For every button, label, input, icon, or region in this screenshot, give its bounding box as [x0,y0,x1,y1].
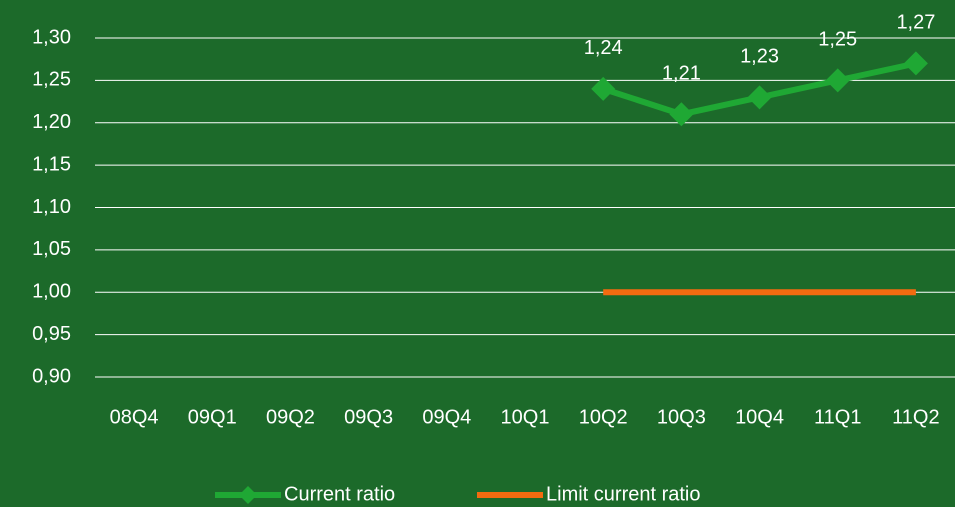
x-tick-label: 09Q4 [422,406,471,428]
marker [747,85,772,110]
legend-label: Current ratio [284,483,395,505]
data-label: 1,25 [818,29,857,51]
x-tick-label: 10Q2 [579,406,628,428]
y-tick-label: 1,05 [32,238,71,260]
y-tick-label: 1,20 [32,111,71,133]
marker [825,68,850,93]
x-tick-label: 11Q1 [814,406,861,428]
y-tick-label: 1,25 [32,69,71,91]
x-tick-label: 10Q1 [501,406,550,428]
marker [669,102,694,127]
data-label: 1,24 [584,37,623,59]
legend-label: Limit current ratio [546,483,701,505]
x-tick-label: 09Q3 [344,406,393,428]
x-tick-label: 10Q4 [735,406,784,428]
y-tick-label: 0,95 [32,323,71,345]
y-tick-label: 1,15 [32,153,71,175]
data-label: 1,21 [662,63,701,85]
x-tick-label: 09Q1 [188,406,237,428]
x-tick-label: 09Q2 [266,406,315,428]
y-tick-label: 1,10 [32,196,71,218]
data-label: 1,23 [740,46,779,68]
legend-marker [239,486,257,504]
x-tick-label: 11Q2 [892,406,939,428]
marker [903,51,928,76]
x-tick-label: 08Q4 [110,406,159,428]
y-tick-label: 1,00 [32,281,71,303]
marker [591,76,616,101]
y-tick-label: 1,30 [32,26,71,48]
y-tick-label: 0,90 [32,365,71,387]
data-label: 1,27 [896,12,935,34]
x-tick-label: 10Q3 [657,406,706,428]
